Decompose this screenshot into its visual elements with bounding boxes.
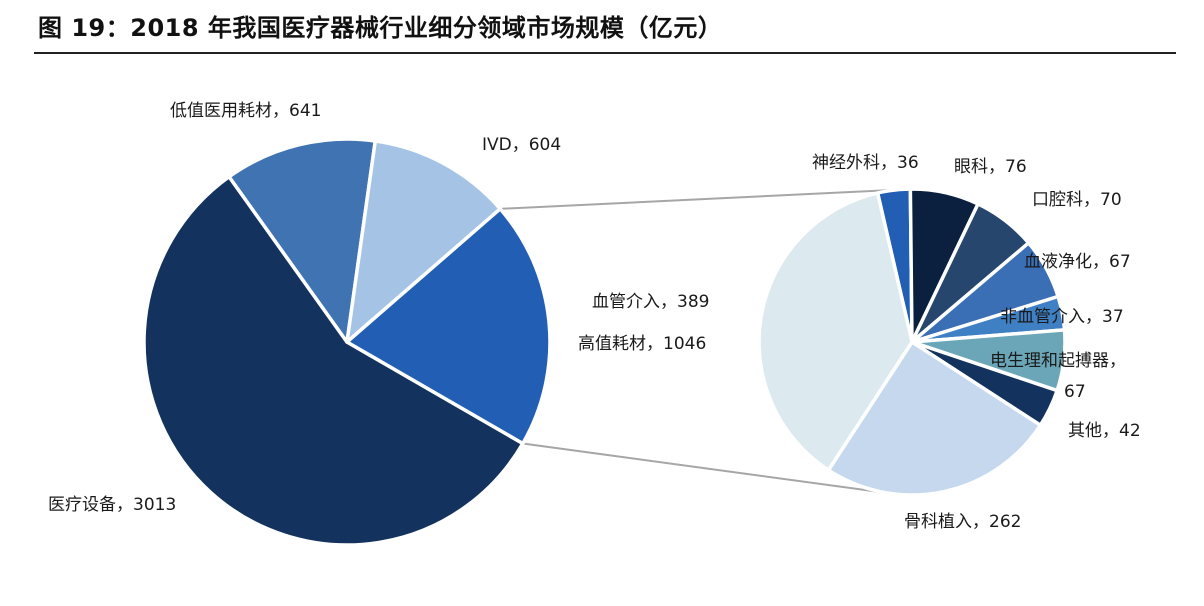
breakdown-pie-label-5-line2: 67 <box>1064 382 1086 402</box>
main-pie-label-3: 高值耗材，1046 <box>578 334 706 354</box>
main-pie-label-2: IVD，604 <box>482 135 561 155</box>
breakdown-pie-slice-8 <box>757 191 914 472</box>
breakdown-pie-label-0: 神经外科，36 <box>812 153 919 173</box>
title-divider <box>34 52 1176 54</box>
data-labels: 医疗设备，3013 低值医用耗材，641 IVD，604 高值耗材，1046 神经外科，… <box>48 101 1141 532</box>
main-pie-slice-0 <box>142 174 525 547</box>
main-pie <box>142 137 552 547</box>
breakdown-pie-label-7: 骨科植入，262 <box>904 512 1021 532</box>
connector-lines <box>500 188 897 495</box>
main-pie-slice-3 <box>345 207 552 446</box>
connector-line-top <box>500 188 897 210</box>
main-pie-slice-1 <box>227 137 378 344</box>
breakdown-pie-label-8: 血管介入，389 <box>592 292 709 312</box>
breakdown-pie-label-6: 其他，42 <box>1068 421 1141 441</box>
breakdown-pie-label-1: 眼科，76 <box>954 157 1027 177</box>
connector-line-bottom <box>522 442 894 495</box>
breakdown-pie-label-5-line1: 电生理和起搏器， <box>990 351 1126 371</box>
breakdown-pie-label-3: 血液净化，67 <box>1024 252 1131 272</box>
breakdown-pie <box>757 187 1067 497</box>
breakdown-pie-slice-7 <box>826 340 1043 497</box>
main-pie-label-1: 低值医用耗材，641 <box>170 101 321 121</box>
breakdown-pie-label-2: 口腔科，70 <box>1032 190 1122 210</box>
chart-title: 图 19：2018 年我国医疗器械行业细分领域市场规模（亿元） <box>38 14 723 42</box>
breakdown-pie-label-4: 非血管介入，37 <box>1000 307 1124 327</box>
main-pie-slice-2 <box>345 139 502 344</box>
main-pie-label-0: 医疗设备，3013 <box>48 495 176 515</box>
